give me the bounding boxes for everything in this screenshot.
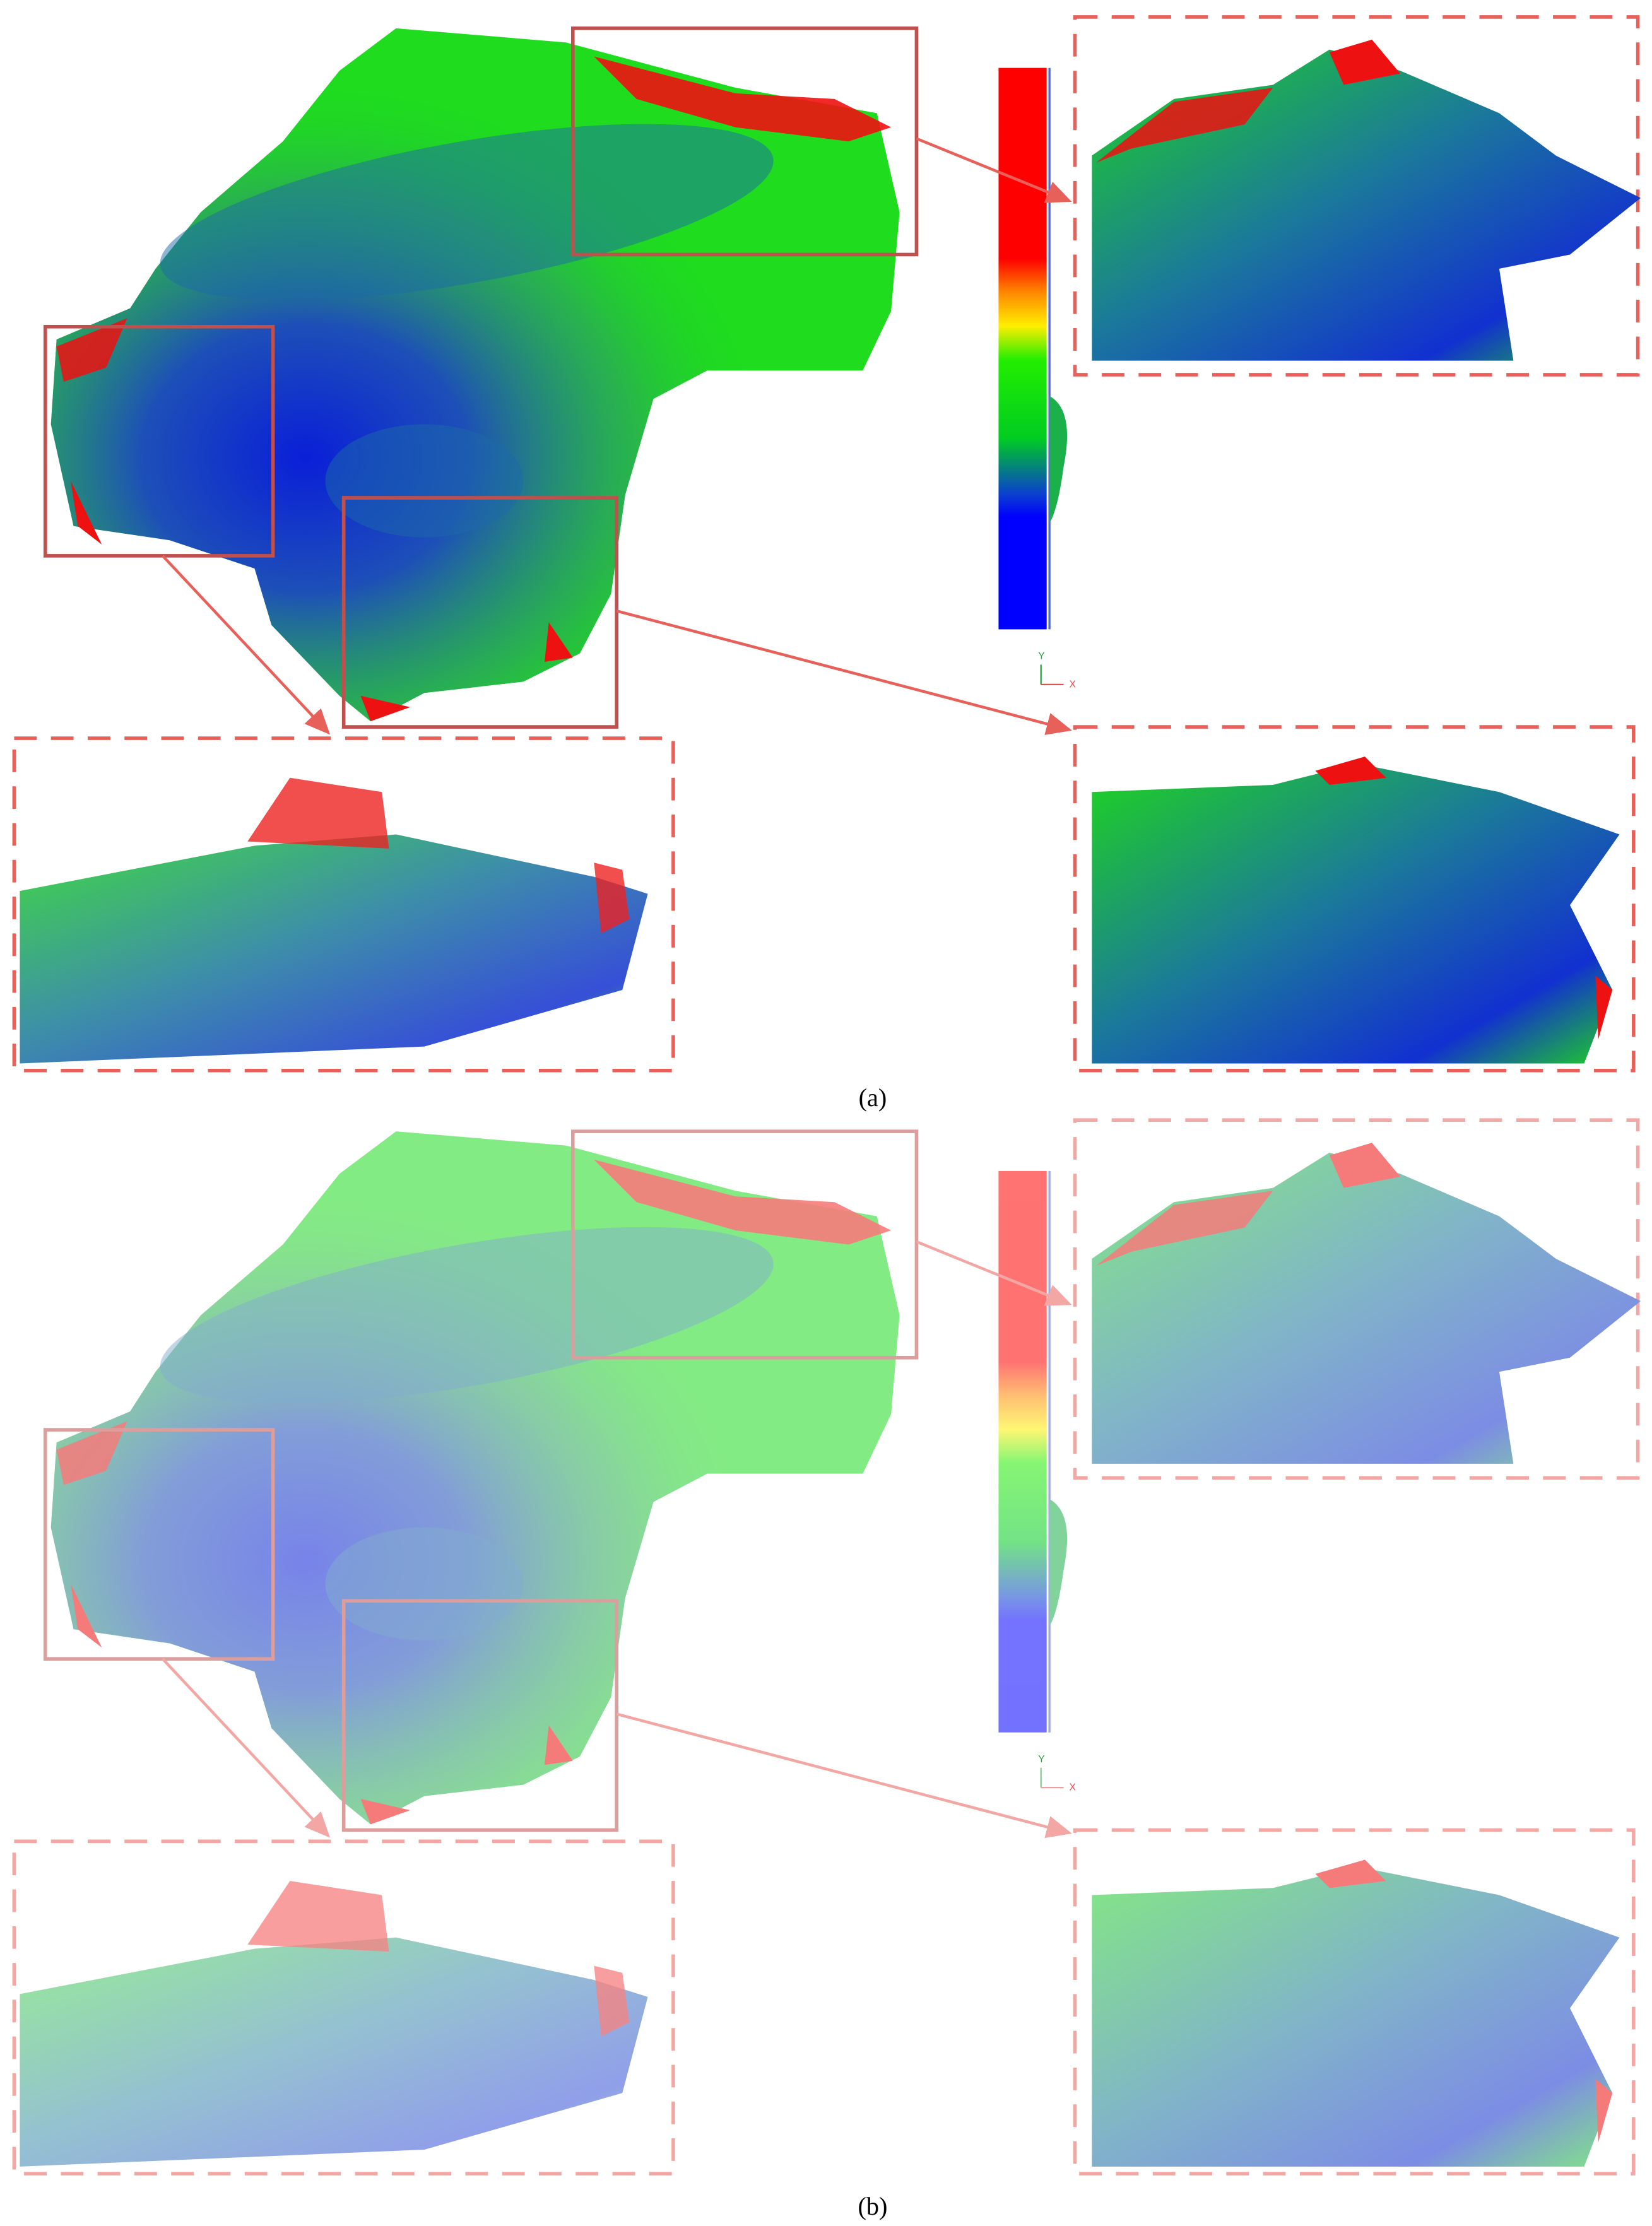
axis-label: X (1070, 1782, 1077, 1793)
point-cloud-figure (14, 17, 1641, 1071)
panel-b: Y X (b) (14, 1120, 1641, 2220)
axis-label: Y (1038, 651, 1045, 662)
axis-label: X (1070, 679, 1077, 690)
axis-label: Y (1038, 1754, 1045, 1765)
panel-a: Y X (a) (14, 17, 1641, 1112)
point-cloud-figure (14, 1120, 1641, 2174)
caption: (b) (858, 2192, 887, 2220)
caption: (a) (859, 1083, 887, 1112)
